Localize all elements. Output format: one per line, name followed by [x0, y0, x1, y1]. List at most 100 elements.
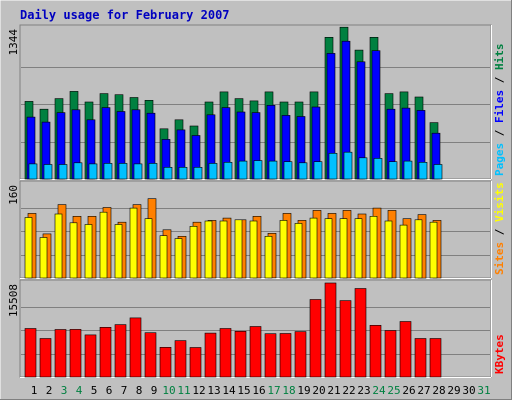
bar-sites-day-11 [174, 238, 183, 279]
bar-kbytes-day-27 [414, 338, 427, 378]
bar-kbytes-day-5 [84, 334, 97, 378]
x-tick-day-14: 14 [222, 384, 236, 397]
bar-kbytes-day-24 [369, 324, 382, 378]
bar-sites-day-26 [399, 224, 408, 279]
x-tick-day-20: 20 [312, 384, 325, 397]
series-legend-labels: Pages / Files / Hits Sites / Visits KBytes [493, 44, 506, 375]
legend-part: / [493, 70, 506, 90]
side-legend-label: Sites / Visits [493, 182, 506, 275]
bar-kbytes-day-10 [159, 346, 172, 378]
x-tick-day-1: 1 [31, 384, 38, 397]
bar-sites-day-4 [69, 222, 78, 279]
bar-pages-day-6 [103, 163, 113, 180]
x-tick-day-10: 10 [162, 384, 175, 397]
bar-sites-day-2 [39, 237, 48, 279]
x-tick-day-27: 27 [417, 384, 430, 397]
bar-kbytes-day-18 [279, 333, 292, 378]
bar-pages-day-1 [28, 163, 38, 180]
bar-kbytes-day-20 [309, 299, 322, 378]
bar-kbytes-day-4 [69, 329, 82, 378]
x-tick-day-8: 8 [136, 384, 143, 397]
x-tick-day-29: 29 [447, 384, 460, 397]
bar-pages-day-13 [208, 163, 218, 180]
bar-kbytes-day-16 [249, 326, 262, 378]
legend-part: Visits [493, 182, 506, 222]
bar-sites-day-12 [189, 226, 198, 279]
bar-pages-day-14 [223, 162, 233, 180]
x-axis-day-labels: 1 2 3 4 5 6 7 8 9 10 11 12 13 14 15 16 17 18 19 20 21 22 23 24 2… [31, 384, 491, 397]
bar-pages-day-5 [88, 163, 98, 180]
x-tick-day-21: 21 [327, 384, 340, 397]
bar-kbytes-day-25 [384, 330, 397, 378]
bar-pages-day-25 [388, 161, 398, 180]
bar-kbytes-day-14 [219, 328, 232, 378]
bar-pages-day-21 [328, 153, 338, 180]
x-tick-day-17: 17 [267, 384, 280, 397]
x-tick-day-18: 18 [282, 384, 295, 397]
bar-sites-day-19 [294, 223, 303, 279]
x-tick-day-2: 2 [46, 384, 53, 397]
x-tick-day-25: 25 [387, 384, 400, 397]
x-tick-day-28: 28 [432, 384, 445, 397]
bar-pages-day-17 [268, 160, 278, 180]
bar-pages-day-16 [253, 160, 263, 180]
x-tick-day-22: 22 [342, 384, 355, 397]
legend-part: KBytes [493, 334, 506, 374]
bar-sites-day-9 [144, 218, 153, 279]
bar-kbytes-day-11 [174, 340, 187, 378]
bar-pages-day-19 [298, 162, 308, 180]
x-tick-day-4: 4 [76, 384, 83, 397]
x-tick-day-23: 23 [357, 384, 370, 397]
bar-pages-day-7 [118, 163, 128, 180]
bar-sites-day-5 [84, 224, 93, 279]
bar-pages-day-12 [193, 167, 203, 180]
bar-kbytes-day-12 [189, 347, 202, 378]
side-legend-label: Pages / Files / Hits [493, 44, 506, 177]
bar-pages-day-18 [283, 161, 293, 180]
legend-part: Pages [493, 143, 506, 176]
x-tick-day-9: 9 [151, 384, 158, 397]
bar-sites-day-18 [279, 220, 288, 279]
bar-sites-day-21 [324, 218, 333, 279]
bar-pages-day-20 [313, 161, 323, 180]
x-tick-day-5: 5 [91, 384, 98, 397]
x-tick-day-24: 24 [372, 384, 386, 397]
bar-pages-day-23 [358, 157, 368, 180]
x-tick-day-16: 16 [252, 384, 265, 397]
bar-kbytes-day-15 [234, 330, 247, 378]
bar-pages-day-22 [343, 151, 353, 180]
bar-sites-day-24 [369, 216, 378, 279]
x-tick-day-12: 12 [192, 384, 205, 397]
bar-kbytes-day-26 [399, 321, 412, 378]
x-tick-day-6: 6 [106, 384, 113, 397]
bar-kbytes-day-3 [54, 329, 67, 378]
bar-pages-day-26 [403, 160, 413, 180]
x-tick-day-19: 19 [297, 384, 310, 397]
bar-sites-day-22 [339, 218, 348, 279]
bar-sites-day-6 [99, 211, 108, 279]
bar-kbytes-day-19 [294, 331, 307, 378]
bar-sites-day-23 [354, 218, 363, 279]
legend-part: / [493, 222, 506, 242]
bar-kbytes-day-28 [429, 338, 442, 378]
bar-kbytes-day-8 [129, 317, 142, 378]
bar-pages-day-24 [373, 158, 383, 180]
x-tick-day-11: 11 [177, 384, 190, 397]
bar-series [24, 26, 443, 378]
bar-kbytes-day-2 [39, 338, 52, 378]
bar-pages-day-10 [163, 167, 173, 180]
bar-sites-day-14 [219, 220, 228, 279]
bar-sites-day-3 [54, 213, 63, 279]
bar-sites-day-15 [234, 219, 243, 279]
bar-sites-day-25 [384, 220, 393, 279]
y-max-label: 160 [7, 185, 20, 205]
x-tick-day-30: 30 [462, 384, 475, 397]
bar-kbytes-day-6 [99, 326, 112, 378]
y-max-label: 15508 [7, 284, 20, 317]
bar-kbytes-day-9 [144, 332, 157, 378]
bar-pages-day-4 [73, 162, 83, 180]
x-tick-day-3: 3 [61, 384, 68, 397]
bar-kbytes-day-21 [324, 282, 337, 378]
bar-sites-day-8 [129, 207, 138, 279]
legend-part: Files [493, 90, 506, 123]
